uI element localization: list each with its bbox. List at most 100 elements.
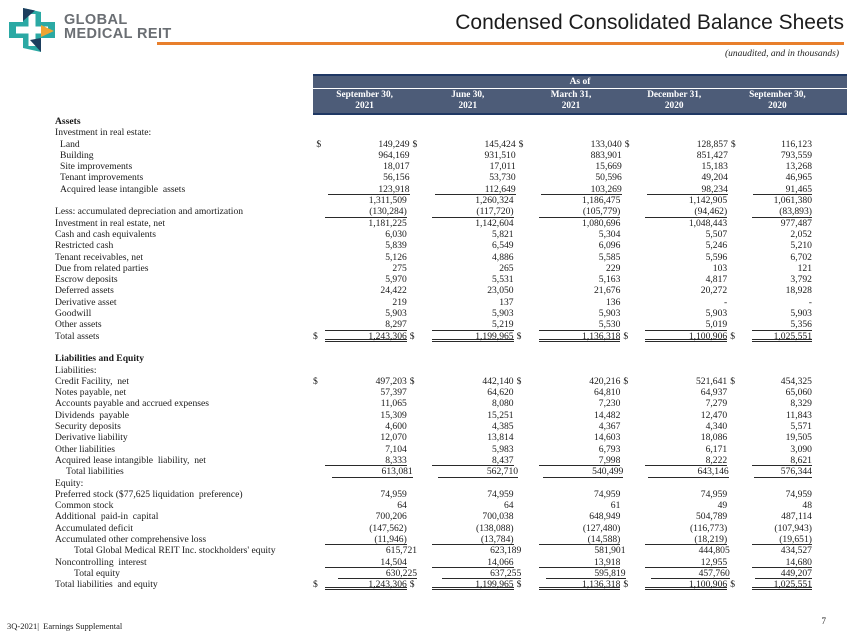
value-cell: 5,531: [420, 274, 527, 285]
cell-value: 57,397: [380, 387, 407, 399]
dollar-sign: [812, 421, 847, 432]
cell-value: 11,065: [380, 398, 407, 410]
dollar-sign: [407, 421, 420, 432]
dollar-sign: [740, 319, 752, 330]
value-cell: 1,260,324: [420, 195, 527, 206]
cell-value: 700,206: [375, 511, 407, 523]
cell-value: 883,901: [590, 149, 622, 161]
dollar-sign: [420, 455, 432, 466]
table-row: Investment in real estate, net 1,181,225 1…: [55, 218, 847, 229]
value-cell: 49: [633, 500, 740, 511]
dollar-sign: [812, 511, 847, 522]
cell-value: 1,100,906: [645, 579, 728, 591]
cell-value: 5,571: [790, 421, 812, 433]
dollar-sign: [743, 545, 755, 556]
dollar-sign: [313, 511, 325, 522]
cell-value: 74,959: [380, 488, 407, 500]
dollar-sign: [527, 523, 539, 534]
row-label: Accumulated deficit: [55, 522, 134, 534]
value-cell: 595,819: [534, 568, 638, 580]
dollar-sign: [740, 511, 752, 522]
dollar-sign: [633, 387, 645, 398]
dollar-sign: [407, 455, 420, 466]
dollar-sign: [812, 229, 847, 240]
dollar-sign: [730, 568, 743, 579]
row-label: Tenant improvements: [60, 172, 144, 184]
dollar-sign: [727, 240, 740, 251]
cell-value: 931,510: [484, 149, 516, 161]
dollar-sign: [620, 500, 633, 511]
table-row: Other assets 8,297 5,219 5,530 5,019 5,356: [55, 319, 847, 331]
dollar-sign: [527, 421, 539, 432]
dollar-sign: [620, 534, 633, 545]
dollar-sign: $: [518, 138, 524, 150]
dollar-sign: [527, 500, 539, 511]
dollar-sign: [514, 432, 527, 443]
dollar-sign: [635, 161, 647, 172]
dollar-sign: [740, 331, 752, 342]
dollar-sign: [727, 500, 740, 511]
dollar-sign: [420, 376, 432, 387]
dollar-sign: [407, 511, 420, 522]
value-cell: 700,038: [420, 511, 527, 522]
value-cell: 5,903: [313, 308, 420, 319]
cell-value: 5,246: [705, 240, 728, 252]
dollar-sign: $: [623, 375, 629, 387]
dollar-sign: [639, 545, 651, 556]
dollar-sign: [812, 195, 847, 206]
dollar-sign: [313, 285, 325, 296]
dollar-sign: [407, 195, 420, 206]
value-cell: 487,114: [740, 511, 847, 522]
dollar-sign: [313, 218, 325, 229]
dollar-sign: [812, 240, 847, 251]
dollar-sign: [740, 421, 752, 432]
dollar-sign: [326, 545, 338, 556]
cell-value: 12,955: [645, 557, 728, 568]
dollar-sign: [740, 308, 752, 319]
dollar-sign: [633, 534, 645, 545]
dollar-sign: $: [730, 330, 735, 342]
cell-value: 5,531: [492, 274, 514, 286]
dollar-sign: [514, 319, 527, 330]
column-header: June 30, 2021: [451, 90, 485, 111]
value-cell: 977,487: [740, 218, 847, 229]
cell-value: 5,163: [598, 274, 621, 286]
value-cell: 5,596: [633, 252, 740, 263]
cell-value: 637,255: [442, 568, 522, 580]
company-name-line1: GLOBAL: [64, 12, 128, 28]
cell-value: (105,779): [538, 206, 621, 218]
value-cell: (18,219): [633, 534, 740, 546]
value-cell: 420,216 $: [527, 376, 634, 387]
cell-value: -: [808, 296, 812, 308]
dollar-sign: [514, 297, 527, 308]
dollar-sign: [812, 308, 847, 319]
value-cell: (19,651): [740, 534, 847, 546]
dollar-sign: [620, 195, 633, 206]
dollar-sign: [420, 263, 432, 274]
dollar-sign: [633, 489, 645, 500]
cell-value: 420,216: [589, 375, 621, 387]
table-row: Accumulated other comprehensive loss (11,…: [55, 534, 847, 546]
value-cell: 6,171: [633, 444, 740, 455]
dollar-sign: [407, 218, 420, 229]
dollar-sign: [527, 218, 539, 229]
cell-value: (19,651): [752, 534, 812, 546]
cell-value: 11,843: [785, 409, 812, 421]
row-label: Additional paid-in capital: [55, 511, 159, 523]
cell-value: 6,702: [790, 251, 812, 263]
dollar-sign: [514, 455, 527, 466]
dollar-sign: [727, 387, 740, 398]
cell-value: 219: [392, 296, 407, 308]
cell-value: 18,086: [700, 432, 728, 444]
dollar-sign: [728, 184, 741, 195]
value-cell: 121: [740, 263, 847, 274]
value-cell: 442,140 $: [420, 376, 527, 387]
dollar-sign: [514, 252, 527, 263]
cell-value: 15,183: [701, 161, 728, 173]
value-cell: 5,507: [633, 229, 740, 240]
dollar-sign: [407, 319, 420, 330]
value-cell: 4,340: [633, 421, 740, 432]
dollar-sign: [741, 172, 753, 183]
value-cell: (107,943): [740, 523, 847, 534]
cell-value: 1,311,509: [368, 195, 407, 207]
